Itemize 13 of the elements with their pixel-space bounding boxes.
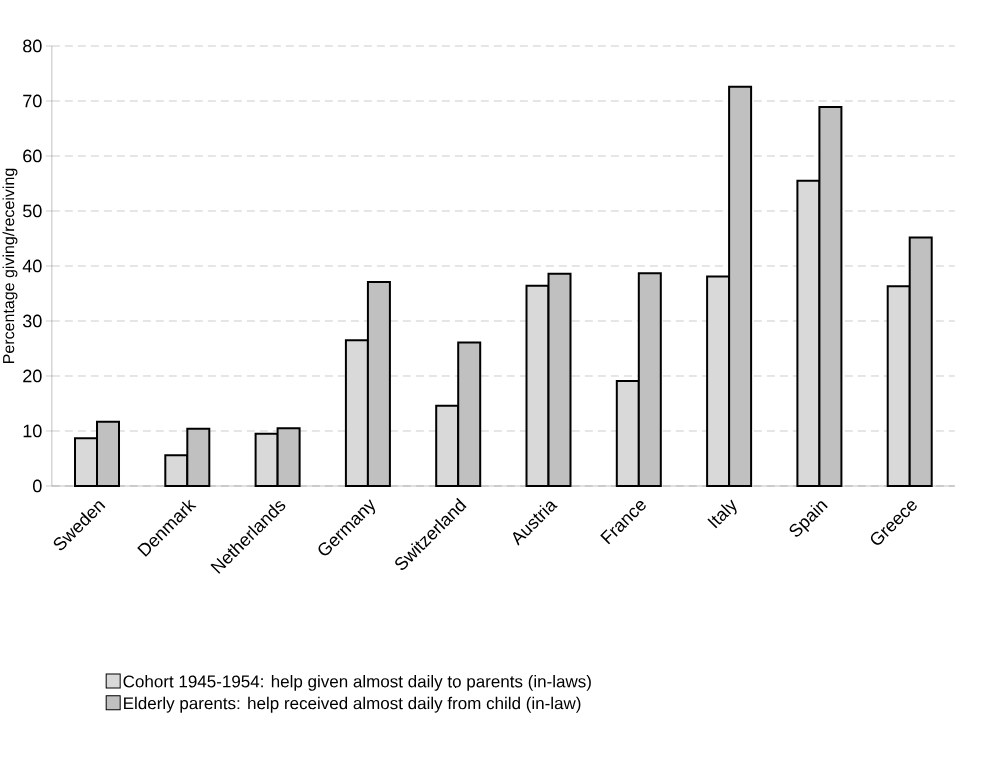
y-tick-label: 10 xyxy=(23,424,42,438)
y-tick-label: 30 xyxy=(22,314,42,328)
legend-label: Cohort 1945-1954: help given almost daily to parents (in-laws) xyxy=(123,674,591,691)
y-axis-title: Percentage giving/receiving xyxy=(2,168,18,363)
y-tick-label: 70 xyxy=(23,94,42,108)
y-tick-label: 40 xyxy=(22,259,42,273)
legend-label: Elderly parents: help received almost daily from child (in-law) xyxy=(124,696,581,713)
y-tick-label: 0 xyxy=(33,479,42,493)
y-tick-label: 50 xyxy=(23,204,42,218)
x-tick-label: Italy xyxy=(707,499,737,529)
y-tick-label: 60 xyxy=(23,149,42,163)
y-tick-label: 80 xyxy=(23,39,42,53)
y-tick-label: 20 xyxy=(23,369,42,383)
